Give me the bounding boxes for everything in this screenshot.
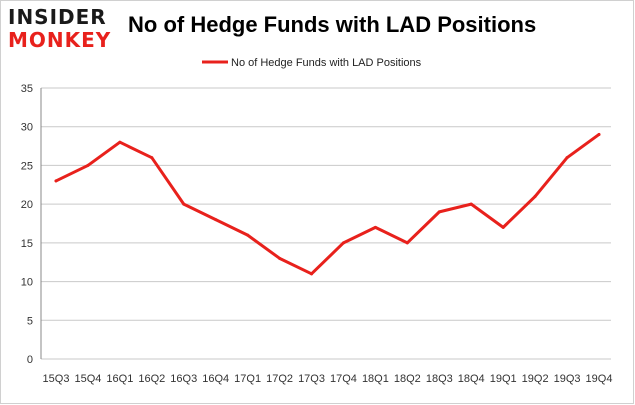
y-tick-label: 25 [21, 160, 33, 172]
x-tick-label: 17Q1 [234, 373, 261, 385]
gridlines [40, 87, 611, 360]
x-tick-label: 17Q3 [298, 373, 325, 385]
data-point [278, 256, 282, 260]
data-point [246, 233, 250, 237]
y-axis: 0 5 10 15 20 25 30 35 [21, 83, 33, 366]
x-tick-label: 18Q4 [458, 373, 485, 385]
y-tick-label: 10 [21, 277, 33, 289]
data-point [214, 218, 218, 222]
x-tick-label: 16Q3 [170, 373, 197, 385]
data-point [86, 163, 90, 167]
data-point [597, 132, 601, 136]
chart-title: No of Hedge Funds with LAD Positions [128, 12, 537, 37]
x-tick-label: 18Q3 [426, 373, 453, 385]
data-point [533, 194, 537, 198]
x-tick-label: 15Q3 [43, 373, 70, 385]
series-layer [54, 132, 601, 276]
x-tick-label: 17Q2 [266, 373, 293, 385]
y-tick-label: 30 [21, 122, 33, 134]
x-tick-label: 19Q3 [554, 373, 581, 385]
x-tick-label: 19Q2 [522, 373, 549, 385]
legend-label: No of Hedge Funds with LAD Positions [231, 57, 422, 69]
logo-text-monkey: MONKEY [8, 28, 112, 52]
data-point [437, 210, 441, 214]
data-point [150, 156, 154, 160]
insider-monkey-logo: INSIDER MONKEY [8, 6, 118, 52]
data-point [373, 225, 377, 229]
data-point [54, 179, 58, 183]
x-tick-label: 18Q1 [362, 373, 389, 385]
y-tick-label: 35 [21, 83, 33, 95]
x-tick-label: 16Q1 [106, 373, 133, 385]
data-point [341, 241, 345, 245]
y-tick-label: 15 [21, 238, 33, 250]
legend: No of Hedge Funds with LAD Positions [202, 57, 422, 69]
data-point [118, 140, 122, 144]
x-axis: 15Q3 15Q4 16Q1 16Q2 16Q3 16Q4 17Q1 17Q2 17Q3 17Q4… [43, 373, 613, 385]
x-tick-label: 19Q4 [586, 373, 613, 385]
data-point [182, 202, 186, 206]
x-tick-label: 15Q4 [74, 373, 101, 385]
data-point [501, 225, 505, 229]
data-point [565, 156, 569, 160]
x-tick-label: 16Q4 [202, 373, 229, 385]
x-tick-label: 19Q1 [490, 373, 517, 385]
y-tick-label: 5 [27, 315, 33, 327]
y-tick-label: 20 [21, 199, 33, 211]
y-tick-label: 0 [27, 354, 33, 366]
x-tick-label: 18Q2 [394, 373, 421, 385]
series-line [54, 132, 601, 276]
data-point [310, 272, 314, 276]
data-point [469, 202, 473, 206]
logo-text-insider: INSIDER [8, 5, 107, 29]
x-tick-label: 17Q4 [330, 373, 357, 385]
data-point [405, 241, 409, 245]
x-tick-label: 16Q2 [138, 373, 165, 385]
